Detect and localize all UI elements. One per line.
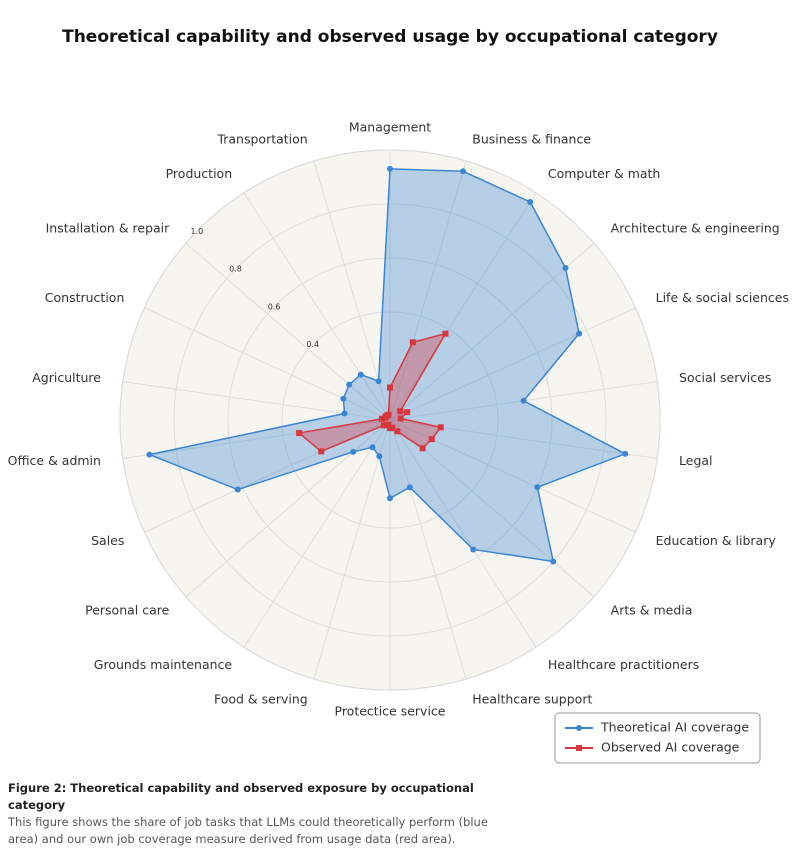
point [376, 453, 383, 460]
point [346, 381, 353, 388]
point [419, 445, 426, 452]
point [341, 410, 348, 417]
category-label: Social services [679, 370, 771, 385]
category-label: Office & admin [8, 453, 101, 468]
chart: Theoretical capability and observed usag… [8, 27, 789, 764]
category-label: Life & social sciences [656, 290, 789, 305]
category-label: Healthcare practitioners [548, 657, 699, 672]
spoke [243, 192, 391, 421]
point [296, 430, 303, 437]
category-label: Agriculture [32, 370, 101, 385]
point [527, 198, 534, 205]
spoke [389, 160, 467, 421]
spoke [389, 419, 537, 648]
category-label: Legal [679, 453, 713, 468]
point [520, 397, 527, 404]
point [397, 408, 404, 415]
point [387, 165, 393, 172]
caption-text: This figure shows the share of job tasks… [8, 815, 488, 846]
point [146, 451, 153, 458]
point [562, 264, 569, 271]
point [375, 378, 382, 385]
spoke [389, 192, 537, 421]
category-label: Grounds maintenance [94, 657, 233, 672]
point [404, 409, 411, 416]
spoke [313, 419, 391, 680]
point [384, 421, 391, 428]
category-label: Installation & repair [46, 220, 171, 235]
point [387, 495, 393, 502]
legend-marker [576, 745, 582, 751]
spoke [243, 419, 391, 648]
caption: Figure 2: Theoretical capability and obs… [8, 780, 508, 848]
r-tick-label: 0.4 [306, 340, 319, 349]
point [576, 330, 583, 337]
point [340, 395, 347, 402]
point [470, 546, 477, 553]
point [534, 484, 541, 491]
category-label: Food & serving [214, 692, 308, 707]
category-label: Computer & math [548, 166, 661, 181]
category-label: Arts & media [611, 603, 693, 618]
category-label: Transportation [216, 131, 307, 146]
point [385, 411, 392, 418]
point [394, 428, 401, 435]
category-label: Construction [45, 290, 125, 305]
point [380, 422, 387, 429]
r-tick-label: 0.8 [229, 265, 242, 274]
point [622, 450, 629, 457]
category-label: Architecture & engineering [611, 220, 780, 235]
category-label: Management [349, 120, 431, 135]
spoke [185, 242, 391, 421]
spoke [185, 419, 391, 598]
caption-title: Figure 2: Theoretical capability and obs… [8, 781, 474, 812]
point [437, 424, 444, 431]
point [387, 384, 393, 391]
spoke [389, 307, 636, 421]
spoke [122, 419, 391, 459]
category-label: Healthcare support [472, 692, 592, 707]
legend-label: Observed AI coverage [601, 740, 740, 755]
category-label: Production [166, 166, 233, 181]
point [460, 168, 467, 175]
point [442, 330, 449, 337]
category-label: Personal care [85, 603, 170, 618]
legend-box [554, 712, 761, 764]
category-label: Business & finance [472, 131, 591, 146]
legend-marker [576, 725, 582, 731]
spoke [313, 160, 391, 421]
spoke [144, 419, 391, 533]
point [234, 486, 241, 493]
spoke [389, 242, 595, 421]
point [357, 371, 364, 378]
point [397, 415, 404, 422]
chart-title: Theoretical capability and observed usag… [62, 27, 718, 47]
spoke [389, 419, 467, 680]
point [406, 484, 413, 491]
point [318, 448, 325, 455]
point [550, 558, 557, 565]
category-label: Education & library [656, 533, 777, 548]
point [350, 448, 357, 455]
point [378, 415, 385, 422]
point [428, 436, 435, 443]
category-label: Sales [91, 533, 124, 548]
r-tick-label: 1.0 [191, 227, 204, 236]
category-label: Protectice service [335, 704, 446, 719]
legend-label: Theoretical AI coverage [600, 720, 749, 735]
point [369, 444, 376, 451]
point [409, 339, 416, 346]
spoke [144, 307, 391, 421]
r-tick-label: 0.6 [268, 302, 281, 311]
